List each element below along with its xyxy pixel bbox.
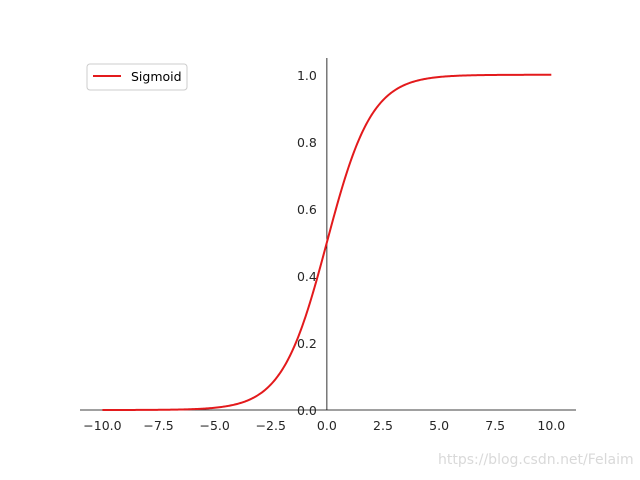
y-tick-label: 0.0 (297, 403, 317, 418)
y-tick-label: 0.4 (297, 269, 317, 284)
x-tick-label: −5.0 (199, 418, 229, 433)
x-tick-label: 10.0 (537, 418, 565, 433)
y-tick-label: 0.6 (297, 202, 317, 217)
y-axis-ticks: 0.0 0.2 0.4 0.6 0.8 1.0 (297, 68, 317, 418)
axes (80, 58, 576, 411)
legend-label-sigmoid: Sigmoid (131, 69, 182, 84)
legend-box (86, 63, 188, 91)
x-axis-ticks: −10.0 −7.5 −5.0 −2.5 0.0 2.5 5.0 7.5 10.0 (83, 418, 565, 433)
x-tick-label: −7.5 (143, 418, 173, 433)
y-tick-label: 0.8 (297, 135, 317, 150)
x-tick-label: 2.5 (373, 418, 393, 433)
x-tick-label: 5.0 (429, 418, 449, 433)
y-tick-label: 1.0 (297, 68, 317, 83)
x-tick-label: −2.5 (256, 418, 286, 433)
x-tick-label: 0.0 (317, 418, 337, 433)
series-line-sigmoid (102, 73, 552, 411)
x-tick-label: 7.5 (485, 418, 505, 433)
y-tick-label: 0.2 (297, 336, 317, 351)
legend: Sigmoid (86, 63, 188, 91)
x-tick-label: −10.0 (83, 418, 121, 433)
watermark-text: https://blog.csdn.net/Felaim (438, 452, 634, 468)
series-group (102, 73, 552, 411)
